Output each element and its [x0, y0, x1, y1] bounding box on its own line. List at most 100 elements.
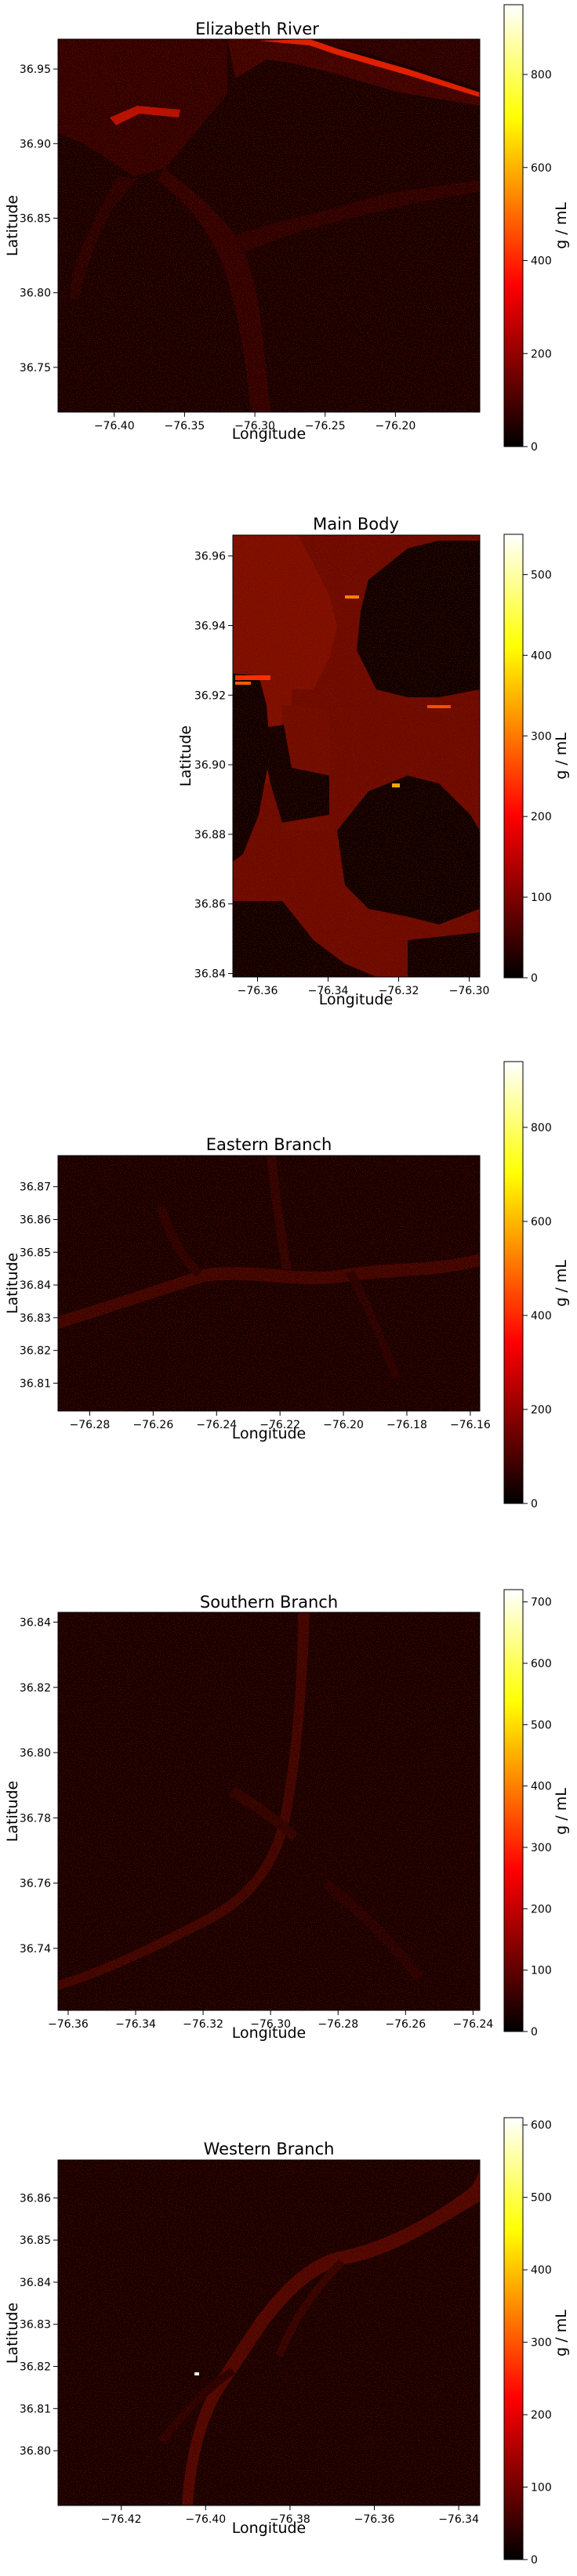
colorbar-tick-label: 400 [531, 1781, 552, 1793]
colorbar-tick-label: 600 [531, 1658, 552, 1670]
y-axis-label: Latitude [177, 725, 194, 787]
chart-title: Western Branch [204, 2140, 335, 2158]
x-tick-label: −76.18 [386, 1419, 427, 1431]
colorbar-tick-label: 600 [531, 1216, 552, 1228]
x-axis-label: Longitude [232, 1425, 307, 1442]
y-tick-label: 36.96 [194, 551, 226, 563]
x-tick-label: −76.34 [438, 2513, 479, 2526]
y-axis-label: Latitude [4, 1253, 21, 1314]
colorbar-gradient [503, 534, 524, 979]
chart-panel-eastern-branch: Eastern Branch −76.28 −76.26 −76.24 −76.22 −… [4, 1061, 570, 1511]
plot-frame [57, 1612, 481, 2011]
x-tick-label: −76.24 [452, 2018, 493, 2031]
colorbar-tick-label: 0 [531, 2554, 538, 2567]
x-axis-label: Longitude [232, 2520, 307, 2537]
y-tick-label: 36.80 [20, 1747, 51, 1760]
y-axis-label: Latitude [4, 1781, 21, 1842]
y-tick-label: 36.83 [20, 2319, 51, 2332]
colorbar-tick-label: 500 [531, 1719, 552, 1731]
y-tick-label: 36.76 [20, 1878, 51, 1890]
x-tick-label: −76.35 [164, 420, 205, 432]
y-tick-label: 36.85 [20, 2234, 51, 2247]
colorbar-label: g / mL [553, 2310, 570, 2357]
colorbar-tick-label: 100 [531, 1965, 552, 1977]
plot-frame [232, 534, 481, 978]
colorbar-tick-label: 200 [531, 811, 552, 823]
x-tick-label: −76.32 [183, 2018, 223, 2031]
plot-frame [57, 38, 481, 413]
colorbar: 0 100 200 300 400 500 600 [503, 2117, 552, 2567]
colorbar-tick-label: 800 [531, 69, 552, 81]
colorbar-tick-label: 400 [531, 2264, 552, 2277]
y-tick-label: 36.85 [20, 212, 51, 225]
x-tick-label: −76.24 [196, 1419, 237, 1431]
colorbar-tick-label: 300 [531, 2337, 552, 2350]
chart-panel-western-branch: Western Branch −76.42 −76.40 −76.38 −76.36 −… [4, 2117, 570, 2567]
y-tick-label: 36.82 [20, 2361, 51, 2374]
x-tick-label: −76.30 [234, 420, 275, 432]
colorbar-tick-label: 600 [531, 2119, 552, 2132]
colorbar-label: g / mL [553, 1260, 570, 1307]
colorbar-gradient [503, 1061, 524, 1504]
chart-panel-elizabeth-river: Elizabeth River −76.40 −76.35 −76.30 −76.25… [4, 4, 570, 454]
y-tick-label: 36.78 [20, 1812, 51, 1825]
chart-panel-main-body: Main Body −76.36 −76.34 −76.32 −76.30 36.84… [177, 515, 570, 1008]
y-tick-label: 36.81 [20, 1377, 51, 1390]
y-tick-label: 36.84 [20, 1279, 51, 1292]
heatmap-image [233, 535, 480, 977]
colorbar-tick-label: 400 [531, 649, 552, 662]
colorbar: 0 200 400 600 800 [503, 4, 552, 454]
x-tick-label: −76.28 [318, 2018, 358, 2031]
colorbar-tick-label: 200 [531, 1404, 552, 1416]
x-tick-label: −76.26 [132, 1419, 173, 1431]
colorbar-tick-label: 200 [531, 1903, 552, 1916]
y-tick-label: 36.92 [194, 689, 226, 702]
colorbar-tick-label: 0 [531, 972, 538, 985]
y-tick-label: 36.87 [20, 1181, 51, 1194]
colorbar: 0 200 400 600 800 [503, 1061, 552, 1511]
colorbar-label: g / mL [553, 733, 570, 780]
chart-title: Southern Branch [200, 1593, 338, 1612]
y-tick-label: 36.85 [20, 1246, 51, 1259]
heatmap-image [58, 1612, 480, 2010]
colorbar-tick-label: 100 [531, 892, 552, 904]
x-tick-label: −76.16 [450, 1419, 491, 1431]
y-tick-label: 36.88 [194, 829, 226, 841]
y-tick-label: 36.84 [20, 1616, 51, 1629]
colorbar-tick-label: 200 [531, 348, 552, 360]
chart-title: Elizabeth River [195, 20, 319, 38]
x-tick-label: −76.20 [323, 1419, 364, 1431]
colorbar-label: g / mL [553, 202, 570, 249]
chart-title: Main Body [313, 515, 399, 534]
y-axis-label: Latitude [4, 195, 21, 256]
x-tick-label: −76.42 [101, 2513, 142, 2526]
y-tick-label: 36.82 [20, 1682, 51, 1695]
x-tick-label: −76.25 [305, 420, 346, 432]
x-tick-label: −76.36 [48, 2018, 89, 2031]
heatmap-image [58, 1156, 480, 1411]
y-tick-label: 36.83 [20, 1312, 51, 1325]
x-tick-label: −76.40 [94, 420, 135, 432]
colorbar: 0 100 200 300 400 500 600 700 [503, 1589, 552, 2039]
y-tick-label: 36.86 [20, 1214, 51, 1227]
colorbar-tick-label: 600 [531, 162, 552, 175]
x-tick-label: −76.22 [259, 1419, 300, 1431]
y-tick-label: 36.82 [20, 1345, 51, 1358]
x-tick-label: −76.30 [449, 985, 490, 997]
y-tick-label: 36.90 [20, 138, 51, 150]
colorbar-tick-label: 400 [531, 255, 552, 268]
colorbar-label: g / mL [553, 1788, 570, 1835]
x-tick-label: −76.20 [375, 420, 416, 432]
y-tick-label: 36.84 [20, 2277, 51, 2289]
colorbar-tick-label: 700 [531, 1597, 552, 1609]
x-tick-label: −76.36 [354, 2513, 395, 2526]
colorbar-tick-label: 0 [531, 1498, 538, 1511]
colorbar-tick-label: 300 [531, 1842, 552, 1854]
x-tick-label: −76.34 [115, 2018, 156, 2031]
x-axis-label: Longitude [232, 425, 307, 443]
colorbar-gradient [503, 1589, 524, 2032]
y-tick-label: 36.90 [194, 759, 226, 772]
y-axis-label: Latitude [4, 2303, 21, 2364]
x-axis-label: Longitude [319, 991, 394, 1008]
